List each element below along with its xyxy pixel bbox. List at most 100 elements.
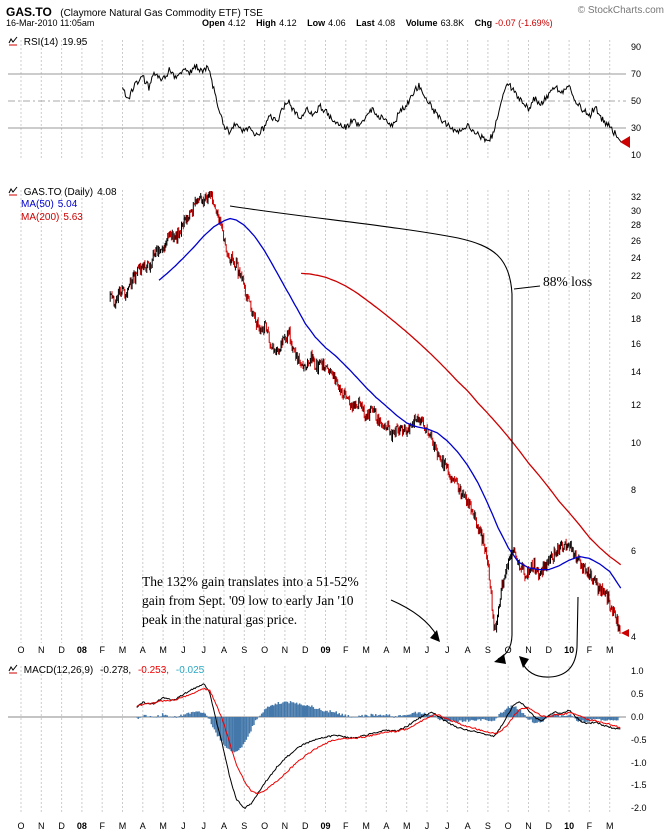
month-label: S bbox=[241, 821, 248, 831]
month-label: J bbox=[201, 645, 206, 655]
price-series-value: 4.08 bbox=[97, 187, 117, 198]
macd-ytick: -1.5 bbox=[631, 780, 647, 791]
month-label: F bbox=[343, 645, 349, 655]
month-label: F bbox=[99, 821, 105, 831]
price-ytick: 8 bbox=[631, 485, 637, 496]
price-ytick: 18 bbox=[631, 313, 642, 324]
loss-annotation-curve bbox=[229, 205, 541, 664]
month-label: M bbox=[402, 821, 411, 831]
month-label: J bbox=[181, 821, 186, 831]
month-label: S bbox=[484, 821, 491, 831]
month-label: N bbox=[38, 821, 45, 831]
macd-legend: MACD(12,26,9) -0.278, -0.253, -0.025 bbox=[8, 664, 204, 676]
price-ytick: 10 bbox=[631, 438, 642, 449]
gain-annotation-text: The 132% gain translates into a 51-52% g… bbox=[142, 572, 407, 629]
quote-line: Open 4.12 High 4.12 Low 4.06 Last 4.08 Volum… bbox=[202, 18, 553, 28]
month-label: A bbox=[139, 821, 146, 831]
month-label: N bbox=[38, 645, 45, 655]
rsi-legend: RSI(14) 19.95 bbox=[8, 36, 87, 48]
month-label: N bbox=[281, 645, 289, 655]
macd-hist-value: -0.025 bbox=[175, 665, 205, 676]
month-label: F bbox=[343, 821, 349, 831]
open-label: Open bbox=[202, 18, 226, 28]
month-label: A bbox=[464, 821, 471, 831]
macd-ytick: -2.0 bbox=[631, 803, 647, 814]
rsi-ytick: 90 bbox=[631, 42, 642, 52]
month-label: O bbox=[261, 821, 269, 831]
loss-annotation-text: 88% loss bbox=[543, 274, 593, 289]
macd-ytick: -1.0 bbox=[631, 757, 647, 768]
price-ytick: 12 bbox=[631, 399, 642, 410]
month-label: D bbox=[545, 821, 553, 831]
symbol-description: (Claymore Natural Gas Commodity ETF) TSE bbox=[60, 8, 263, 19]
ma50-legend: MA(50) 5.04 bbox=[21, 199, 77, 210]
ma50-value: 5.04 bbox=[57, 199, 78, 210]
month-label: M bbox=[159, 645, 167, 655]
macd-line-signal bbox=[136, 687, 621, 795]
month-label: N bbox=[525, 645, 532, 655]
high-label: High bbox=[256, 18, 277, 28]
month-label: M bbox=[118, 645, 127, 655]
month-label: S bbox=[484, 645, 491, 655]
month-label: A bbox=[220, 821, 227, 831]
month-label: J bbox=[424, 821, 430, 831]
volume-label: Volume bbox=[405, 18, 438, 28]
ma50-label: MA(50) bbox=[21, 199, 54, 210]
rsi-reference-lines bbox=[8, 73, 626, 129]
macd-label: MACD(12,26,9) bbox=[23, 665, 94, 676]
rsi-ytick: 70 bbox=[631, 69, 642, 79]
month-label: D bbox=[58, 645, 65, 655]
month-label: J bbox=[445, 645, 450, 655]
gain-arrowhead bbox=[519, 656, 529, 668]
month-label: M bbox=[605, 645, 614, 655]
low-value: 4.06 bbox=[328, 18, 346, 28]
month-label: M bbox=[159, 821, 167, 831]
ma200-value: 5.63 bbox=[63, 212, 83, 223]
volume-value: 63.8K bbox=[440, 18, 465, 28]
ma-line-ma(200) bbox=[301, 272, 622, 566]
month-label: F bbox=[586, 821, 593, 831]
x-axis-months-top: O N D 08 F M A M J J A S O N D 09 F M A M J J A S O N D 10 F M bbox=[0, 645, 670, 657]
chart-datetime: 16-Mar-2010 11:05am bbox=[6, 18, 95, 28]
month-label: O bbox=[17, 821, 25, 831]
year-label: 08 bbox=[76, 821, 87, 831]
series-icon bbox=[8, 664, 18, 674]
price-ytick: 22 bbox=[631, 271, 642, 282]
month-label: J bbox=[424, 645, 430, 655]
price-series-label: GAS.TO (Daily) bbox=[23, 187, 94, 198]
macd-ytick: 0.0 bbox=[631, 712, 644, 722]
month-label: O bbox=[504, 821, 512, 831]
price-ytick: 26 bbox=[631, 235, 642, 246]
rsi-label: RSI(14) bbox=[23, 37, 59, 48]
ma200-legend: MA(200) 5.63 bbox=[21, 212, 83, 223]
year-label: 10 bbox=[564, 645, 575, 655]
chart-header: GAS.TO (Claymore Natural Gas Commodity E… bbox=[6, 3, 666, 19]
month-label: A bbox=[220, 645, 227, 655]
price-ytick: 6 bbox=[631, 546, 637, 557]
macd-signal-value: -0.253, bbox=[137, 665, 170, 676]
last-price-arrow bbox=[621, 629, 629, 637]
year-label: 09 bbox=[320, 821, 331, 831]
open-value: 4.12 bbox=[228, 18, 246, 28]
month-label: O bbox=[261, 645, 269, 655]
gain-leader-arrowhead bbox=[430, 630, 440, 642]
x-axis-months-bottom: O N D 08 F M A M J J A S O N D 09 F M A M J J A S O N D 10 F M bbox=[0, 821, 670, 833]
month-label: A bbox=[464, 645, 471, 655]
month-label: M bbox=[605, 821, 614, 831]
rsi-end-arrow bbox=[620, 136, 630, 148]
ma200-label: MA(200) bbox=[21, 212, 60, 223]
symbol: GAS.TO bbox=[6, 5, 52, 19]
month-label: S bbox=[241, 645, 248, 655]
price-ytick: 14 bbox=[631, 366, 642, 377]
month-label: M bbox=[362, 821, 370, 831]
price-ytick: 16 bbox=[631, 338, 642, 349]
month-gridlines bbox=[20, 40, 611, 812]
month-label: A bbox=[139, 645, 146, 655]
month-label: O bbox=[17, 645, 25, 655]
month-label: A bbox=[383, 821, 390, 831]
month-label: M bbox=[402, 645, 411, 655]
high-value: 4.12 bbox=[279, 18, 297, 28]
gain-note-line1: The 132% gain translates into a 51-52% bbox=[142, 574, 359, 589]
